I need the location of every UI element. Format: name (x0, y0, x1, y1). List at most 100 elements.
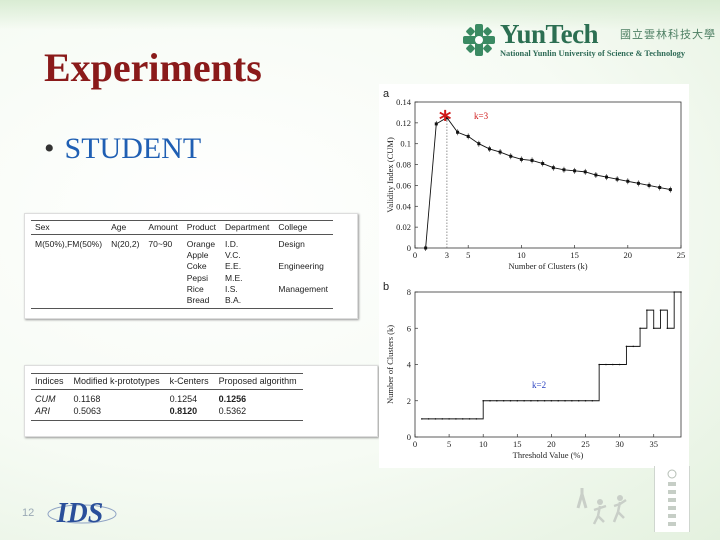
data-point (605, 363, 607, 366)
x-tick-label: 10 (517, 250, 526, 260)
x-tick-label: 0 (413, 439, 417, 449)
table-cell: Bread (182, 295, 221, 310)
data-point (652, 327, 655, 330)
table-cell (31, 261, 107, 272)
table-cell: 0.1168 (73, 394, 101, 404)
data-point (498, 150, 502, 154)
x-tick-label: 3 (445, 250, 449, 260)
data-point (611, 363, 614, 366)
table-cell: CUM (35, 394, 56, 404)
results-table: Indices Modified k-prototypes k-Centers … (31, 373, 303, 421)
data-point (658, 186, 662, 190)
data-point (615, 177, 619, 181)
y-tick-label: 8 (407, 287, 411, 297)
table-cell: E.E. (225, 261, 242, 272)
table-row: Apple V.C. (31, 250, 333, 261)
chart-annotation: k=3 (474, 111, 489, 121)
data-point (557, 399, 560, 402)
data-point (482, 399, 485, 402)
data-point (424, 246, 428, 250)
table-cell: 0.5362 (214, 405, 303, 421)
header-band (0, 0, 720, 30)
y-axis-label: Validity Index (CUM) (385, 137, 395, 213)
results-table-image: Indices Modified k-prototypes k-Centers … (24, 365, 378, 437)
attributes-table: Sex Age Amount Product Department Colleg… (31, 220, 334, 310)
series-line (421, 291, 681, 420)
table-header-cell: Age (107, 220, 145, 235)
table-header-row: Sex Age Amount Product Department Colleg… (31, 220, 334, 235)
data-point (584, 399, 587, 402)
y-tick-label: 0.1 (400, 139, 411, 149)
table-row: Coke E.E. Engineering (31, 261, 333, 272)
table-cell (107, 284, 144, 295)
table-cell: 70~90 (148, 239, 173, 249)
table-cell (107, 261, 144, 272)
table-cell (144, 273, 182, 284)
data-point (530, 399, 532, 402)
data-point (673, 291, 675, 293)
x-tick-label: 30 (615, 439, 624, 449)
table-cell: Engineering (278, 261, 324, 272)
table-cell: M(50%),FM(50%) (35, 239, 103, 249)
table-row: ARI 0.5063 0.8120 0.5362 (31, 405, 303, 421)
table-cell (144, 250, 182, 261)
data-point (626, 179, 630, 183)
bullet-dot-icon: • (44, 132, 55, 165)
logo-english-name: National Yunlin University of Science & … (500, 49, 686, 58)
table-cell: N(20,2) (111, 239, 140, 249)
bullet-item: • STUDENT (44, 132, 201, 166)
chart-annotation: k=2 (532, 380, 546, 390)
table-cell: Design (278, 239, 305, 249)
table-header-cell: Sex (31, 220, 108, 235)
data-point (509, 399, 512, 402)
panel-label: b (383, 281, 389, 293)
data-point (530, 158, 534, 162)
x-tick-label: 35 (649, 439, 658, 449)
table-row: M(50%),FM(50%) N(20,2) 70~90 Orange I.D.… (31, 235, 333, 251)
y-tick-label: 0.12 (396, 118, 411, 128)
ids-logo-text: IDS (56, 498, 104, 529)
table-header-cell: Product (182, 220, 221, 235)
page-number: 12 (22, 507, 35, 519)
data-point (536, 399, 539, 402)
x-tick-label: 15 (570, 250, 579, 260)
data-point (502, 399, 505, 402)
table-cell (31, 284, 107, 295)
slide-title: Experiments (44, 45, 262, 90)
table-header-cell: Department (221, 220, 275, 235)
table-cell: M.E. (225, 272, 243, 283)
data-point (625, 345, 628, 348)
data-point (598, 363, 600, 366)
y-tick-label: 4 (407, 360, 412, 370)
logo-name: YunTech (500, 19, 599, 49)
table-cell: Apple (186, 250, 209, 261)
table-row: Rice I.S. Management (31, 284, 333, 295)
data-point (421, 418, 423, 420)
table-cell: Rice (186, 283, 204, 294)
chart-frame (414, 101, 682, 249)
table-header-row: Indices Modified k-prototypes k-Centers … (31, 373, 303, 390)
data-point (489, 399, 491, 402)
data-point (646, 309, 648, 311)
data-point (487, 147, 491, 151)
runner-figures-icon (576, 488, 627, 525)
x-tick-label: 25 (581, 439, 590, 449)
data-point (477, 142, 481, 146)
y-tick-label: 6 (407, 323, 411, 333)
table-cell (144, 261, 182, 272)
data-point (636, 181, 640, 185)
data-point (639, 327, 641, 330)
data-point (468, 418, 471, 420)
data-point (605, 175, 609, 179)
table-header-cell: Indices (31, 373, 70, 390)
ids-logo: IDS (42, 492, 122, 532)
table-cell (31, 250, 107, 261)
table-header-cell: k-Centers (165, 373, 215, 390)
y-tick-label: 0.14 (396, 97, 412, 107)
x-tick-label: 20 (624, 250, 633, 260)
data-point (475, 418, 478, 420)
series-line (425, 117, 671, 249)
data-point (461, 418, 464, 420)
data-point (519, 157, 523, 161)
table-header-cell: Amount (144, 220, 183, 235)
